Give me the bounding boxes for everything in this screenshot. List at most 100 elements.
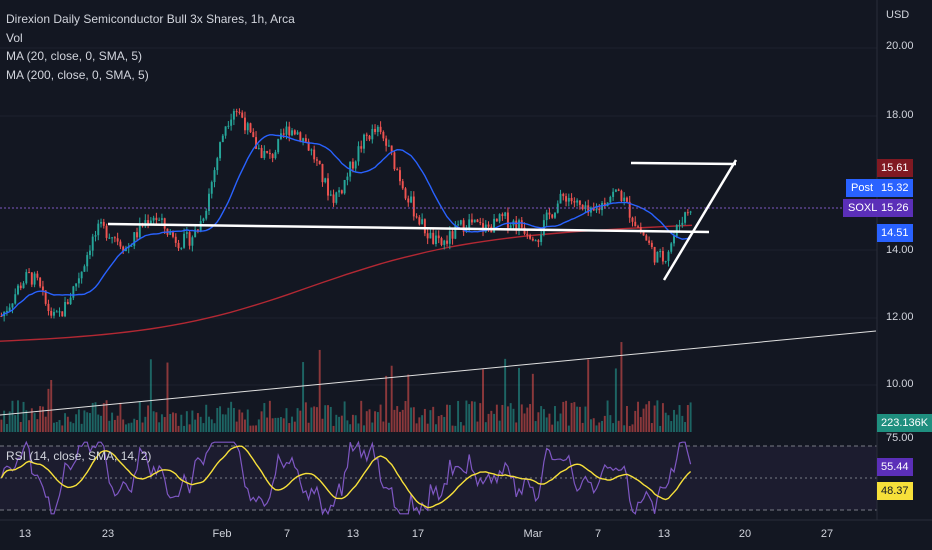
candle-body xyxy=(515,220,518,230)
candle-body xyxy=(17,285,19,295)
candle-body xyxy=(479,222,482,224)
candle-body xyxy=(232,111,235,120)
candlesticks xyxy=(0,108,692,322)
candle-body xyxy=(470,219,473,223)
candle-body xyxy=(252,132,255,138)
volume-bar xyxy=(592,418,595,432)
legend-vol[interactable]: Vol xyxy=(6,30,23,45)
time-tick: Mar xyxy=(523,528,543,540)
volume-bar xyxy=(346,420,349,432)
volume-bar xyxy=(554,406,556,432)
volume-bar xyxy=(576,406,579,432)
candle-body xyxy=(172,232,174,237)
volume-bar xyxy=(462,425,465,432)
time-tick: Feb xyxy=(212,528,232,540)
volume-bar xyxy=(285,408,288,432)
candle-body xyxy=(257,147,260,149)
candle-body xyxy=(451,231,454,239)
volume-bar xyxy=(324,405,327,432)
volume-bar xyxy=(506,406,509,432)
candle-body xyxy=(30,272,33,285)
candle-body xyxy=(603,202,606,207)
candle-body xyxy=(570,197,573,202)
candle-body xyxy=(468,219,471,230)
candle-body xyxy=(465,229,468,232)
volume-bar xyxy=(545,417,548,432)
candle-body xyxy=(5,310,8,312)
volume-bar xyxy=(310,407,313,432)
candle-body xyxy=(562,193,565,197)
volume-bar xyxy=(661,403,664,432)
candle-body xyxy=(64,302,67,317)
volume-bar xyxy=(64,413,67,432)
rsi-ma-badge: 48.37 xyxy=(877,482,913,500)
candle-body xyxy=(277,138,280,153)
volume-bar xyxy=(581,422,584,432)
time-tick: 7 xyxy=(594,528,602,540)
candle-body xyxy=(360,146,363,149)
volume-bar xyxy=(257,419,260,432)
rsi-ma-line xyxy=(0,445,692,509)
candle-body xyxy=(343,179,346,194)
candle-body xyxy=(61,311,64,317)
volume-bar xyxy=(578,406,581,432)
volume-bar xyxy=(689,402,692,432)
candle-body xyxy=(351,161,354,169)
volume-bar xyxy=(396,406,399,432)
candle-body xyxy=(307,141,310,151)
volume-bar xyxy=(80,423,83,432)
volume-bar xyxy=(387,422,390,432)
rsi-legend[interactable]: RSI (14, close, SMA, 14, 2) xyxy=(6,449,152,463)
volume-bar xyxy=(495,404,498,432)
volume-bar xyxy=(401,409,404,432)
candle-body xyxy=(133,232,136,246)
time-tick: 17 xyxy=(411,528,425,540)
candle-body xyxy=(443,240,446,245)
candle-body xyxy=(329,194,332,196)
volume-bar xyxy=(124,424,127,432)
volume-bar xyxy=(58,420,61,432)
volume-bar xyxy=(122,419,125,432)
candle-body xyxy=(396,169,399,171)
candle-body xyxy=(83,266,86,272)
legend-ma200[interactable]: MA (200, close, 0, SMA, 5) xyxy=(6,67,149,82)
volume-bar xyxy=(470,401,473,432)
candle-body xyxy=(160,218,163,220)
candle-body xyxy=(476,219,479,223)
candle-body xyxy=(415,216,418,218)
volume-bar xyxy=(565,400,568,432)
candle-body xyxy=(80,271,83,279)
candle-body xyxy=(285,126,288,135)
high-price-badge: 15.61 xyxy=(877,159,913,177)
time-tick: 20 xyxy=(738,528,752,540)
candle-body xyxy=(268,152,271,155)
candle-body xyxy=(573,201,576,203)
candle-body xyxy=(670,243,673,252)
volume-bar xyxy=(426,423,429,432)
volume-bar xyxy=(482,369,484,432)
candle-body xyxy=(363,134,365,149)
candle-body xyxy=(335,192,338,203)
volume-bar xyxy=(548,413,551,432)
candle-body xyxy=(291,130,293,136)
volume-bar xyxy=(404,401,407,432)
volume-bar xyxy=(133,418,136,432)
candle-body xyxy=(537,240,540,242)
candle-body xyxy=(429,232,432,239)
candle-body xyxy=(374,128,377,132)
candle-body xyxy=(299,132,302,142)
volume-badge: 223.136K xyxy=(877,414,932,432)
volume-bar xyxy=(83,410,86,432)
candle-body xyxy=(346,176,349,180)
volume-bar xyxy=(570,402,573,432)
legend-ma20[interactable]: MA (20, close, 0, SMA, 5) xyxy=(6,49,143,63)
candle-body xyxy=(163,218,166,229)
volume-bar xyxy=(363,425,365,432)
volume-bar xyxy=(642,408,645,432)
candle-body xyxy=(578,200,581,205)
candle-body xyxy=(11,303,14,308)
legend-title[interactable]: Direxion Daily Semiconductor Bull 3x Sha… xyxy=(6,12,295,26)
volume-bar xyxy=(238,409,241,432)
candle-body xyxy=(554,212,556,218)
